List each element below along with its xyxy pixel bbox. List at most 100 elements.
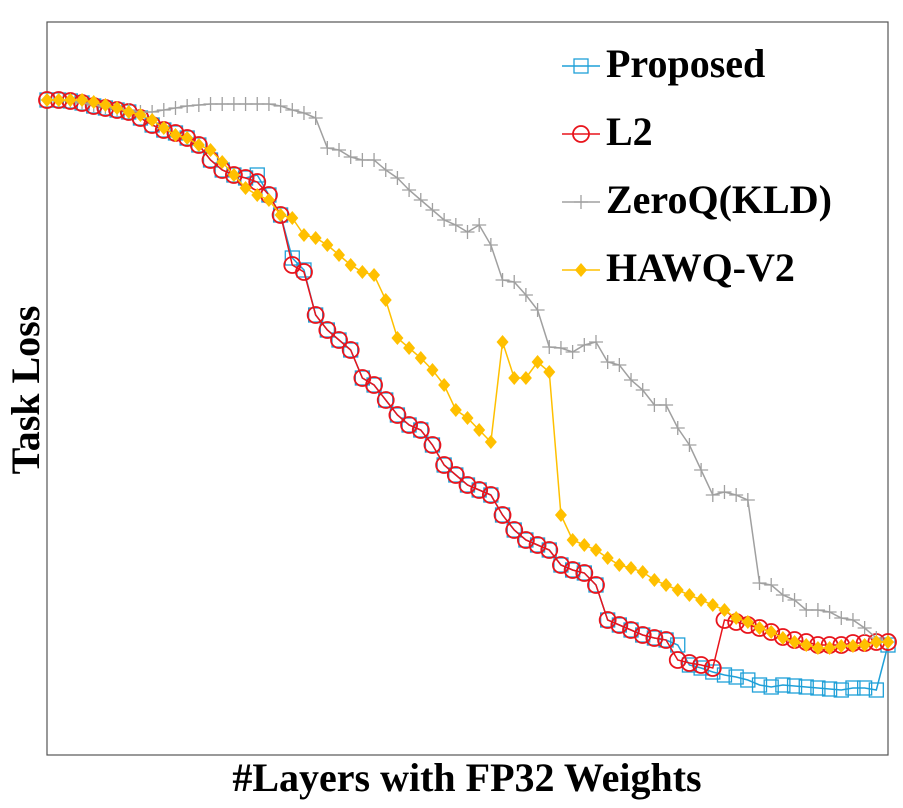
marker [730,611,743,625]
marker [471,482,487,498]
marker [600,355,615,369]
marker [367,153,382,167]
marker [658,632,674,648]
marker [543,365,556,379]
marker [717,485,732,499]
marker [297,228,310,242]
marker [741,615,754,629]
marker [204,143,217,157]
marker [273,99,288,113]
marker [378,392,394,408]
marker [460,225,475,239]
marker [622,621,640,639]
x-axis-label: #Layers with FP32 Weights [232,755,701,800]
marker [542,340,557,354]
marker [529,537,546,553]
marker [810,603,825,617]
marker [402,183,417,197]
marker [319,322,335,338]
y-axis-label: Task Loss [3,306,48,475]
marker [821,681,838,697]
marker [226,97,241,111]
marker [635,383,650,397]
marker [752,576,767,590]
marker [168,101,183,115]
marker [239,181,252,195]
marker [882,635,894,649]
marker [822,605,837,619]
marker [810,680,826,696]
marker [484,435,497,449]
marker [87,95,100,109]
marker [612,358,627,372]
marker [552,556,570,574]
marker [611,617,627,633]
marker [589,543,602,557]
marker [368,268,381,282]
marker [146,113,159,127]
marker [189,136,208,154]
marker [601,551,614,565]
marker [458,476,477,494]
marker [435,456,454,474]
marker [192,138,205,152]
marker [472,218,487,232]
marker [157,121,170,135]
marker [449,403,462,417]
marker [683,588,696,602]
marker [309,231,322,245]
marker [870,635,883,649]
marker [845,613,860,627]
marker [565,345,580,359]
legend-label: L2 [606,109,653,154]
marker [426,363,439,377]
marker [575,564,594,582]
marker [798,679,814,695]
marker [295,263,313,281]
marker [425,203,440,217]
marker [694,463,709,477]
marker [262,193,275,207]
marker [613,558,626,572]
marker [507,275,522,289]
marker [834,611,849,625]
marker [660,578,673,592]
marker [786,678,803,694]
marker [740,672,756,688]
marker [563,561,582,579]
marker [285,103,300,117]
marker [528,536,547,554]
marker [390,171,405,185]
marker [448,218,463,232]
marker [494,507,511,523]
marker [238,97,253,111]
marker [493,506,512,524]
marker [574,195,588,209]
marker [775,588,790,602]
marker [505,521,524,539]
marker [845,680,861,696]
marker [517,531,535,549]
marker [636,565,649,579]
marker [671,583,684,597]
marker [695,593,708,607]
marker [776,631,789,645]
marker [858,638,871,652]
marker [365,376,383,394]
marker [846,639,859,653]
marker [181,131,194,145]
marker [111,101,124,115]
marker [413,193,428,207]
marker [575,263,587,277]
marker [657,631,675,649]
marker [122,105,135,119]
marker [811,641,824,655]
marker [692,656,711,674]
marker [833,682,849,698]
marker [495,273,510,287]
marker [156,103,171,117]
marker [623,622,639,638]
marker [750,619,769,637]
marker [341,341,360,359]
